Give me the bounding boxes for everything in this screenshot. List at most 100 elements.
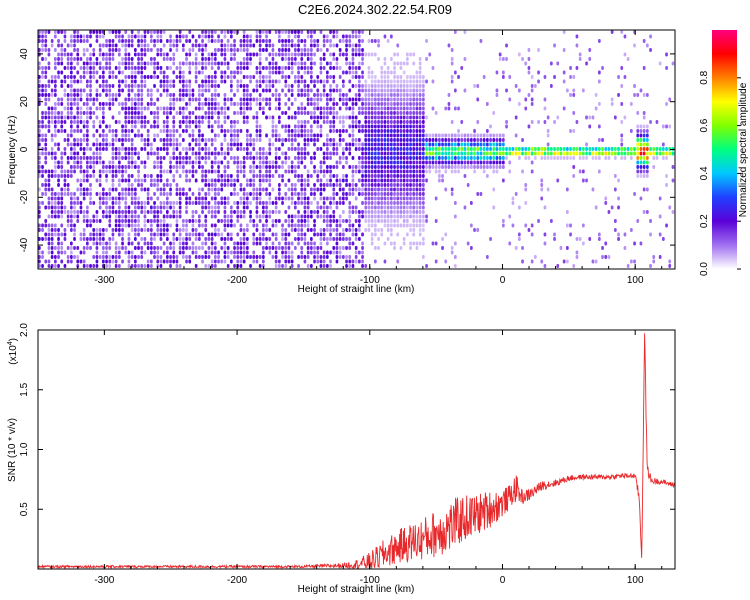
heatmap-cell	[230, 192, 233, 196]
heatmap-cell	[642, 147, 646, 151]
heatmap-cell	[156, 39, 160, 43]
heatmap-cell	[300, 246, 304, 250]
heatmap-cell	[412, 219, 416, 223]
heatmap-cell	[268, 66, 272, 70]
heatmap-cell	[220, 178, 224, 183]
heatmap-cell	[92, 214, 96, 219]
heatmap-cell	[319, 93, 323, 97]
heatmap-cell	[182, 169, 185, 174]
heatmap-cell	[348, 241, 352, 246]
heatmap-cell	[76, 187, 80, 192]
heatmap-cell	[41, 34, 44, 39]
heatmap-cell	[418, 232, 422, 237]
heatmap-cell	[86, 138, 89, 142]
heatmap-cell	[444, 232, 448, 237]
heatmap-cell	[130, 111, 134, 115]
heatmap-cell	[335, 102, 339, 106]
heatmap-cell	[185, 259, 188, 264]
heatmap-cell	[380, 201, 384, 205]
heatmap-cell	[214, 75, 217, 79]
heatmap-cell	[505, 88, 508, 93]
heatmap-cell	[108, 106, 112, 111]
heatmap-cell	[239, 259, 243, 264]
heatmap-cell	[450, 61, 454, 66]
heatmap-cell	[127, 264, 131, 268]
heatmap-cell	[255, 129, 259, 133]
heatmap-cell	[172, 241, 176, 246]
heatmap-cell	[153, 61, 156, 66]
heatmap-cell	[418, 219, 422, 223]
heatmap-cell	[438, 142, 441, 147]
heatmap-cell	[166, 210, 169, 214]
heatmap-cell	[271, 210, 275, 214]
heatmap-cell	[194, 210, 198, 214]
heatmap-cell	[185, 228, 188, 232]
heatmap-cell	[345, 147, 348, 151]
heatmap-cell	[185, 106, 188, 111]
heatmap-cell	[303, 151, 307, 156]
heatmap-cell	[191, 34, 195, 39]
heatmap-cell	[38, 237, 41, 241]
heatmap-cell	[156, 156, 160, 160]
heatmap-cell	[422, 151, 425, 156]
heatmap-cell	[166, 75, 169, 79]
heatmap-cell	[246, 75, 249, 79]
heatmap-cell	[598, 237, 601, 241]
heatmap-cell	[441, 142, 444, 147]
heatmap-cell	[457, 156, 460, 160]
heatmap-cell	[281, 48, 284, 52]
heatmap-cell	[265, 66, 268, 70]
heatmap-cell	[162, 192, 166, 196]
heatmap-cell	[143, 223, 147, 228]
heatmap-cell	[210, 61, 214, 66]
heatmap-cell	[399, 61, 403, 66]
heatmap-cell	[358, 106, 361, 111]
heatmap-cell	[406, 129, 409, 133]
heatmap-cell	[98, 43, 102, 48]
heatmap-cell	[230, 219, 233, 223]
heatmap-cell	[342, 201, 345, 205]
heatmap-cell	[207, 237, 211, 241]
heatmap-cell	[354, 165, 358, 169]
heatmap-cell	[191, 120, 195, 124]
heatmap-cell	[537, 219, 540, 223]
heatmap-cell	[41, 115, 44, 120]
heatmap-cell	[354, 84, 358, 88]
heatmap-cell	[118, 250, 121, 255]
heatmap-cell	[38, 138, 41, 142]
heatmap-cell	[124, 246, 128, 250]
heatmap-cell	[246, 178, 249, 183]
heatmap-cell	[73, 138, 76, 142]
heatmap-cell	[415, 133, 419, 138]
heatmap-cell	[290, 259, 294, 264]
heatmap-cell	[150, 228, 153, 232]
heatmap-cell	[361, 165, 364, 169]
heatmap-cell	[66, 160, 70, 165]
heatmap-cell	[287, 129, 291, 133]
heatmap-cell	[505, 151, 508, 156]
heatmap-cell	[326, 39, 329, 43]
heatmap-cell	[322, 169, 326, 174]
heatmap-cell	[204, 255, 208, 259]
heatmap-cell	[86, 165, 89, 169]
heatmap-cell	[76, 210, 80, 214]
heatmap-cell	[386, 151, 390, 156]
heatmap-cell	[82, 61, 86, 66]
heatmap-cell	[313, 255, 316, 259]
heatmap-cell	[73, 147, 76, 151]
heatmap-cell	[274, 156, 278, 160]
heatmap-cell	[89, 192, 92, 196]
heatmap-cell	[70, 39, 73, 43]
heatmap-cell	[38, 88, 41, 93]
heatmap-cell	[230, 133, 233, 138]
heatmap-cell	[553, 156, 556, 160]
heatmap-cell	[140, 61, 144, 66]
heatmap-cell	[415, 205, 419, 210]
heatmap-cell	[230, 70, 233, 75]
heatmap-cell	[242, 201, 246, 205]
heatmap-cell	[303, 48, 307, 52]
heatmap-cell	[482, 156, 486, 160]
heatmap-cell	[300, 232, 304, 237]
heatmap-cell	[54, 201, 57, 205]
heatmap-cell	[396, 124, 400, 129]
